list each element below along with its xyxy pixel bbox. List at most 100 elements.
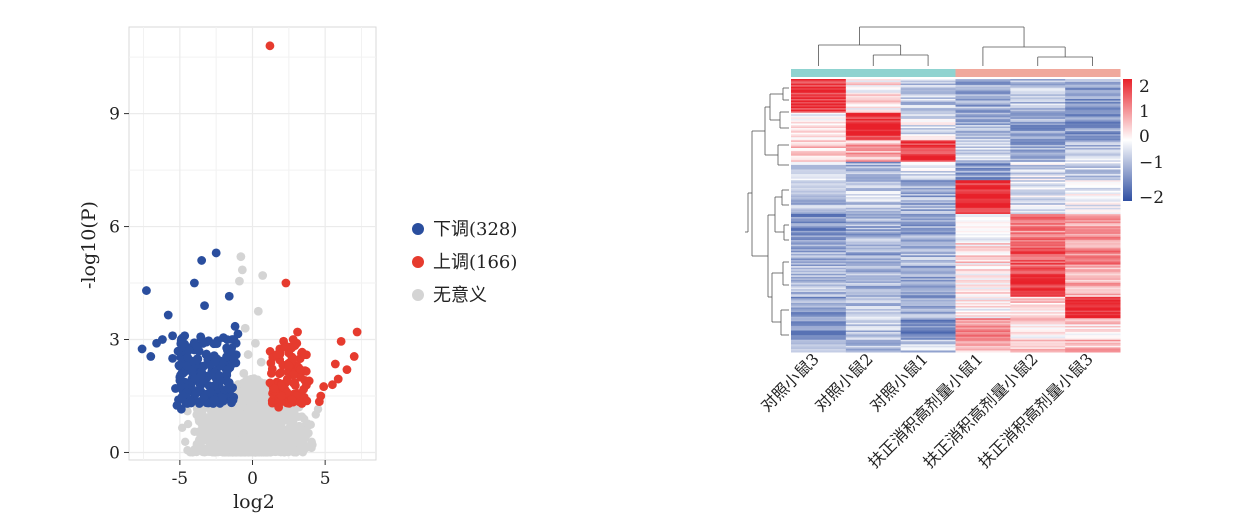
heatmap-cell: [845, 207, 902, 210]
heatmap-cell: [1010, 174, 1066, 177]
heatmap-cell: [900, 151, 956, 154]
heatmap-cell: [791, 140, 847, 143]
heatmap-cell: [845, 246, 902, 249]
heatmap-cell: [900, 128, 956, 131]
heatmap-cell: [1065, 218, 1121, 221]
heatmap-cell: [900, 292, 956, 295]
heatmap-cell: [845, 278, 902, 281]
heatmap-cell: [845, 220, 902, 223]
heatmap-cell: [900, 275, 956, 278]
column-dendrogram: [818, 26, 1093, 66]
heatmap-cell: [1010, 244, 1066, 247]
heatmap-cell: [845, 184, 902, 187]
down-point: [184, 345, 194, 355]
heatmap-cell: [791, 240, 847, 243]
heatmap-cell: [1010, 221, 1066, 224]
ns-point: [283, 407, 293, 416]
heatmap-cell: [1065, 298, 1121, 301]
heatmap-cell: [1010, 141, 1066, 144]
heatmap-cell: [900, 243, 956, 246]
heatmap-cell: [900, 157, 956, 160]
heatmap-cell: [1010, 131, 1066, 134]
heatmap-cell: [845, 200, 902, 203]
heatmap-cell: [1010, 227, 1066, 230]
heatmap-cell: [900, 339, 956, 342]
heatmap-cell: [1010, 200, 1066, 203]
heatmap-cell: [1065, 109, 1121, 112]
heatmap-cell: [955, 186, 1011, 189]
heatmap-cell: [955, 247, 1011, 250]
heatmap-cell: [845, 261, 902, 264]
heatmap-cell: [955, 312, 1011, 315]
heatmap-cell: [845, 112, 902, 115]
heatmap-cell: [791, 301, 847, 304]
heatmap-cell: [845, 236, 902, 240]
heatmap-cell: [1010, 250, 1066, 253]
down-point: [210, 357, 220, 367]
heatmap-cell: [1010, 224, 1066, 227]
heatmap-cell: [791, 148, 847, 151]
heatmap-cell: [1010, 235, 1066, 238]
up-point: [349, 352, 359, 361]
volcano-y-axis-title: -log10(P): [78, 201, 100, 289]
heatmap-cell: [791, 302, 847, 305]
down-point: [176, 404, 186, 414]
down-point: [168, 331, 177, 341]
down-point: [174, 360, 184, 370]
heatmap-cell: [900, 218, 956, 221]
heatmap-cell: [1010, 301, 1066, 304]
heatmap-cell: [1010, 91, 1066, 94]
heatmap-cell: [1065, 98, 1121, 101]
heatmap-cell: [955, 128, 1011, 131]
heatmap-cell: [1010, 269, 1066, 272]
heatmap-cell: [1010, 220, 1066, 223]
heatmap-cell: [1065, 178, 1121, 181]
heatmap-cell: [1065, 325, 1121, 328]
heatmap-cell: [791, 276, 847, 279]
heatmap-cell: [1065, 301, 1121, 304]
heatmap-cell: [791, 220, 847, 223]
heatmap-cell: [791, 134, 847, 137]
heatmap-cell: [791, 102, 847, 105]
heatmap-cell: [955, 292, 1011, 295]
heatmap-cell: [900, 206, 956, 209]
heatmap-cell: [845, 230, 902, 233]
heatmap-cell: [1065, 307, 1121, 310]
heatmap-cell: [1010, 111, 1066, 114]
heatmap-cell: [1065, 135, 1121, 138]
heatmap-cell: [1010, 192, 1066, 195]
heatmap-cell: [955, 95, 1011, 98]
heatmap-cell: [955, 129, 1011, 132]
heatmap-cell: [845, 132, 902, 135]
heatmap-cell: [955, 155, 1011, 158]
down-point: [200, 301, 209, 311]
heatmap-cell: [845, 284, 902, 287]
heatmap-cell: [791, 143, 847, 146]
heatmap-cell: [791, 112, 847, 115]
heatmap-cell: [791, 258, 847, 261]
heatmap-cell: [900, 221, 956, 224]
down-point: [230, 321, 240, 331]
heatmap-cell: [845, 250, 902, 253]
heatmap-column-label: 对照小鼠3: [757, 349, 823, 415]
heatmap-cell: [1065, 255, 1121, 258]
heatmap-cell: [1010, 134, 1066, 137]
heatmap-cell: [791, 121, 847, 124]
heatmap-cell: [791, 149, 847, 152]
heatmap-cell: [791, 109, 847, 112]
heatmap-cell: [900, 296, 956, 299]
heatmap-cell: [845, 333, 902, 336]
heatmap-cell: [1010, 305, 1066, 309]
heatmap-cell: [1010, 310, 1066, 313]
heatmap-cell: [1065, 82, 1121, 85]
down-point: [229, 353, 239, 363]
heatmap-cell: [791, 318, 847, 321]
heatmap-cell: [900, 108, 956, 111]
group-bar-segment: [1010, 69, 1066, 77]
heatmap-cell: [900, 144, 956, 147]
heatmap-cell: [900, 112, 956, 115]
heatmap-cell: [1010, 299, 1066, 302]
up-point: [269, 384, 279, 393]
heatmap-cell: [791, 114, 847, 117]
up-point: [277, 391, 286, 401]
